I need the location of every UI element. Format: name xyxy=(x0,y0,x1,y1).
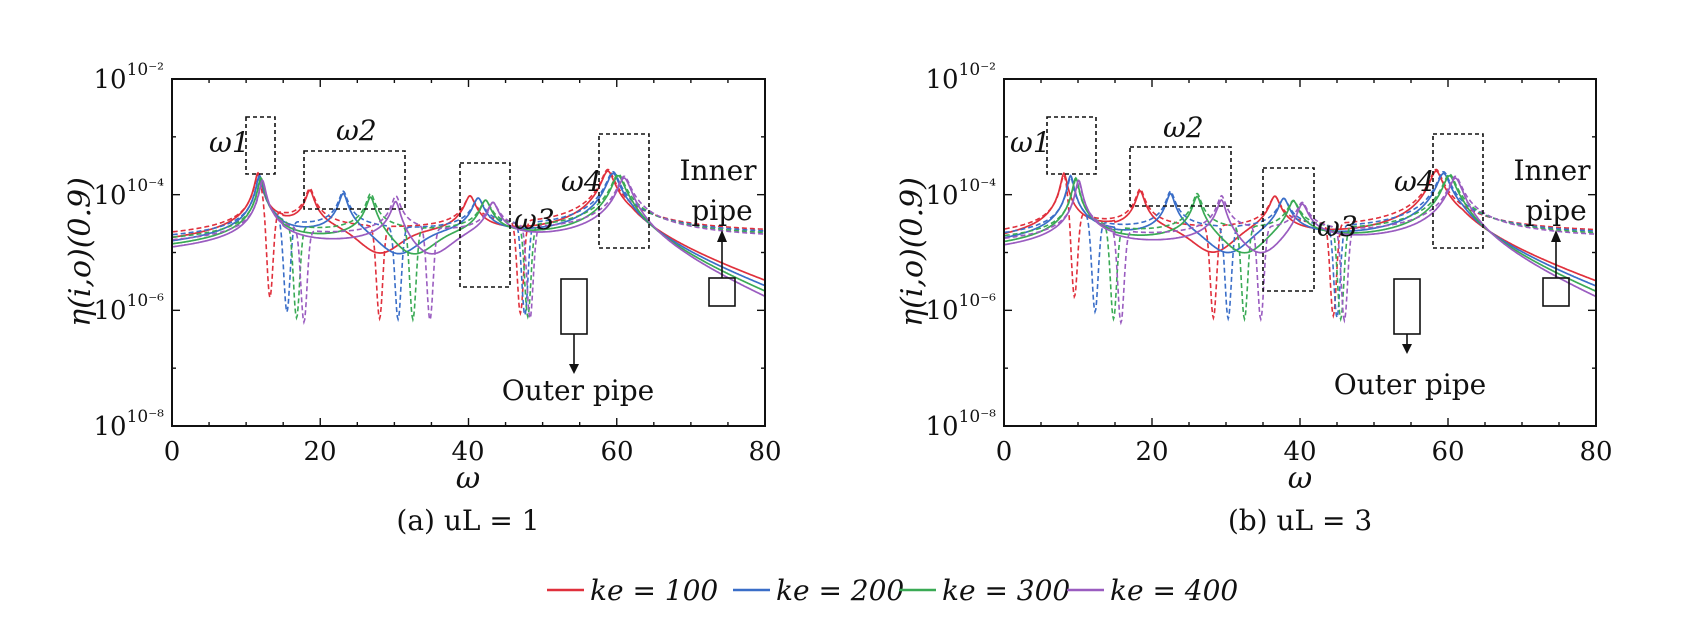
panel-a-plot-frame xyxy=(171,78,766,427)
panel-b-w1-label: ω1 xyxy=(1010,126,1051,159)
panel-b-caption: (b) uL = 3 xyxy=(1228,504,1372,537)
legend-label-ke200: ke = 200 xyxy=(776,574,904,607)
panel-a-w1-box xyxy=(245,116,276,175)
panel-b-inner-arrowhead xyxy=(1551,230,1561,242)
panel-b-outer-label: Outer pipe xyxy=(1334,368,1486,401)
panel-b-inner-marker-box xyxy=(1542,277,1570,307)
series-outer-ke400 xyxy=(1004,177,1598,298)
panel-b-xtick-label: 60 xyxy=(1431,437,1464,467)
legend-label-ke400: ke = 400 xyxy=(1110,574,1238,607)
panel-b-w1-box xyxy=(1046,116,1097,175)
panel-a: 1010⁻⁸ 1010⁻⁶ 1010⁻⁴ 1010⁻² 0 20 40 60 8… xyxy=(63,60,782,537)
series-outer-ke300 xyxy=(1004,174,1598,293)
panel-b-w2-label: ω2 xyxy=(1163,111,1204,144)
panel-b-ytick-exp: 10⁻² xyxy=(959,60,996,80)
panel-b-xtick-label: 40 xyxy=(1283,437,1316,467)
legend-label-ke100: ke = 100 xyxy=(590,574,718,607)
panel-b-w2-box xyxy=(1129,146,1232,207)
panel-a-xtick-label: 40 xyxy=(451,437,484,467)
legend-label-ke300: ke = 300 xyxy=(942,574,1070,607)
panel-a-inner-label-line2: pipe xyxy=(691,194,752,227)
panel-a-w3-label: ω3 xyxy=(514,203,555,236)
panel-a-w1-label: ω1 xyxy=(209,126,250,159)
panel-a-w2-label: ω2 xyxy=(336,114,377,147)
panel-a-inner-arrowhead xyxy=(717,230,727,242)
series-outer-ke100 xyxy=(1004,170,1597,282)
panel-b-plot-frame xyxy=(1003,78,1597,427)
series-inner-ke400 xyxy=(1004,175,1597,326)
panel-a-w4-label: ω4 xyxy=(561,165,602,198)
panel-b-outer-marker-box xyxy=(1393,278,1421,335)
panel-b-ticks xyxy=(1003,78,1597,427)
panel-b-ytick-label: 1010⁻⁴ xyxy=(925,176,996,211)
series-inner-ke100 xyxy=(1004,168,1597,321)
panel-a-ytick-label: 1010⁻⁸ xyxy=(93,407,164,442)
panel-a-w4-box xyxy=(598,133,650,249)
panel-a-inner-label-line1: Inner xyxy=(679,154,757,187)
panel-a-xtick-label: 60 xyxy=(600,437,633,467)
panel-a-outer-arrowhead xyxy=(569,364,579,374)
panel-a-ytick-exp: 10⁻² xyxy=(127,60,164,80)
panel-a-curves xyxy=(172,168,767,325)
series-outer-ke200 xyxy=(1004,172,1598,287)
panel-b-xtick-label: 0 xyxy=(996,437,1013,467)
panel-b-inner-label-line1: Inner xyxy=(1513,154,1591,187)
panel-b-xtick-label: 80 xyxy=(1579,437,1612,467)
panel-a-xlabel: ω xyxy=(456,461,480,496)
legend: ke = 100 ke = 200 ke = 300 ke = 400 xyxy=(547,574,1238,607)
panel-b-curves xyxy=(1004,168,1598,326)
panel-b-ytick-label: 1010⁻⁶ xyxy=(925,291,996,326)
panel-a-w2-box xyxy=(303,150,406,210)
panel-a-ytick-exp: 10⁻⁶ xyxy=(127,291,165,311)
panel-a-ytick-exp: 10⁻⁴ xyxy=(127,176,165,196)
panel-a-ylabel: η(i,o)(0.9) xyxy=(63,177,98,327)
panel-b-xtick-label: 20 xyxy=(1135,437,1168,467)
series-inner-ke400 xyxy=(172,175,766,325)
panel-b-ytick-exp: 10⁻⁴ xyxy=(959,176,997,196)
panel-a-ytick-exp: 10⁻⁸ xyxy=(127,407,165,427)
panel-a-outer-marker-box xyxy=(560,278,588,335)
panel-b-ytick-label: 1010⁻⁸ xyxy=(925,407,996,442)
series-outer-ke100 xyxy=(172,170,767,282)
panel-a-xtick-label: 0 xyxy=(164,437,181,467)
panel-a-ytick-label: 1010⁻² xyxy=(93,60,164,95)
panel-b-ytick-exp: 10⁻⁶ xyxy=(959,291,997,311)
panel-b-ytick-label: 1010⁻² xyxy=(925,60,996,95)
panel-b-w3-box xyxy=(1262,167,1315,292)
panel-a-w3-box xyxy=(459,162,511,288)
panel-a-outer-label: Outer pipe xyxy=(502,374,654,407)
panel-b-w4-box xyxy=(1432,133,1484,249)
panel-a-caption: (a) uL = 1 xyxy=(396,504,539,537)
panel-b-inner-label-line2: pipe xyxy=(1525,194,1586,227)
panel-a-ticks xyxy=(171,78,766,427)
panel-a-ytick-label: 1010⁻⁶ xyxy=(93,291,164,326)
panel-b-outer-arrowhead xyxy=(1402,344,1412,354)
panel-a-xtick-label: 20 xyxy=(303,437,336,467)
panel-b-xlabel: ω xyxy=(1288,461,1312,496)
panel-b-w3-label: ω3 xyxy=(1317,210,1358,243)
panel-b-ylabel: η(i,o)(0.9) xyxy=(895,177,930,327)
panel-b: 1010⁻⁸ 1010⁻⁶ 1010⁻⁴ 1010⁻² 0 20 40 60 8… xyxy=(895,60,1613,537)
panel-b-ytick-exp: 10⁻⁸ xyxy=(959,407,997,427)
panel-b-w4-label: ω4 xyxy=(1394,165,1435,198)
panel-a-ytick-label: 1010⁻⁴ xyxy=(93,176,164,211)
panel-a-xtick-label: 80 xyxy=(748,437,781,467)
panel-a-inner-marker-box xyxy=(708,277,736,307)
